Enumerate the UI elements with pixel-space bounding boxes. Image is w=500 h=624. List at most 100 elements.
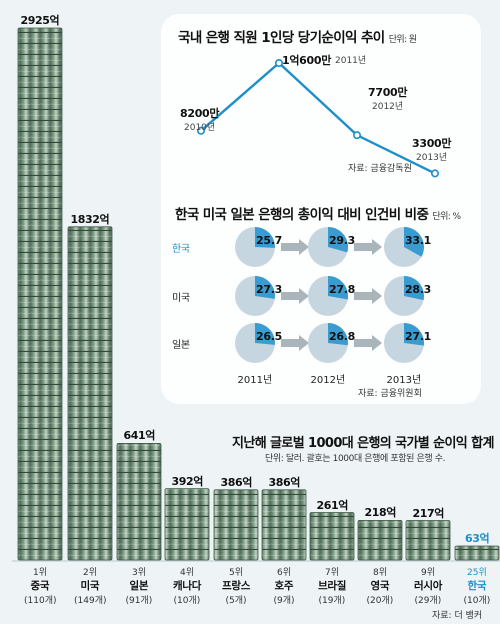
bar-한국 <box>454 545 500 561</box>
bar-rank-label: 6위 <box>277 568 292 578</box>
bar-rank-label: 1위 <box>33 568 48 578</box>
pie-row-label: 일본 <box>172 340 190 351</box>
bar-stack <box>68 226 112 560</box>
pie-value-label: 26.5 <box>256 330 282 343</box>
line-value-label: 1억600만 <box>282 54 332 67</box>
bar-stack <box>455 546 499 560</box>
bar-category-label: 한국 <box>467 580 487 592</box>
line-point <box>274 58 283 67</box>
pie-한국-2011년 <box>235 227 275 267</box>
bar-rank-label: 2위 <box>83 568 98 578</box>
line-year-label: 2012년 <box>372 102 404 112</box>
pie-value-label: 33.1 <box>405 234 431 247</box>
bar-count-label: (110개) <box>24 596 57 606</box>
bar-브라질 <box>309 512 355 561</box>
bar-value-label: 386억 <box>268 475 301 489</box>
bar-outline <box>357 519 403 561</box>
pie-slice <box>404 323 424 346</box>
bar-중국 <box>17 27 63 561</box>
bar-value-label: 386억 <box>220 475 253 489</box>
bar-value-label: 217억 <box>412 506 445 520</box>
pie-year-label: 2012년 <box>310 375 346 386</box>
bar-stack <box>18 28 62 560</box>
pie-arrow <box>354 335 382 351</box>
bar-프랑스 <box>213 489 259 561</box>
bar-count-label: (5개) <box>225 596 247 606</box>
pie-arrow <box>354 288 382 304</box>
pie-chart-source: 자료: 금융위원회 <box>358 389 422 399</box>
pie-일본-2012년 <box>308 323 348 363</box>
bar-stack <box>165 488 209 560</box>
bar-rank-label: 3위 <box>132 568 147 578</box>
bar-outline <box>309 512 355 561</box>
pie-arrow <box>281 335 309 351</box>
bar-rank-label: 8위 <box>373 568 388 578</box>
line-value-label: 7700만 <box>368 86 408 99</box>
bar-outline <box>213 489 259 561</box>
pie-row-label: 한국 <box>172 244 190 255</box>
bar-rank-label: 9위 <box>421 568 436 578</box>
pie-한국-2013년 <box>384 227 424 267</box>
line-series <box>200 61 436 175</box>
bar-미국 <box>67 226 113 561</box>
line-value-label: 8200만 <box>180 107 220 120</box>
bar-category-label: 브라질 <box>318 580 347 592</box>
bar-chart-source: 자료: 더 뱅커 <box>432 611 483 621</box>
bar-호주 <box>261 489 307 561</box>
pie-slice <box>255 276 276 299</box>
bar-category-label: 호주 <box>274 580 294 592</box>
bar-count-label: (91개) <box>125 596 153 606</box>
bar-value-label: 1832억 <box>70 212 110 226</box>
bar-캐나다 <box>164 488 210 561</box>
bar-count-label: (19개) <box>318 596 346 606</box>
line-point <box>197 126 206 135</box>
pie-value-label: 26.8 <box>329 330 355 343</box>
pie-year-label: 2013년 <box>386 375 422 386</box>
pie-value-label: 27.1 <box>405 330 431 343</box>
bar-value-label: 261억 <box>316 498 349 512</box>
pie-arrow <box>354 239 382 255</box>
pie-value-label: 28.3 <box>405 283 431 296</box>
bar-chart-unit: 단위: 달러. 괄호는 1000대 은행에 포함된 은행 수. <box>265 454 446 464</box>
bar-value-label: 63억 <box>465 532 490 545</box>
bar-category-label: 미국 <box>80 580 100 592</box>
line-chart-source: 자료: 금융감독원 <box>348 164 412 174</box>
bar-count-label: (9개) <box>273 596 295 606</box>
bar-러시아 <box>405 520 451 561</box>
pie-arrow <box>281 288 309 304</box>
pie-slice <box>328 276 348 300</box>
bar-value-label: 641억 <box>123 429 156 443</box>
pie-row-label: 미국 <box>172 293 190 304</box>
bar-stack <box>262 489 306 560</box>
bar-stack <box>406 520 450 560</box>
bar-category-label: 러시아 <box>414 580 443 592</box>
bar-category-label: 일본 <box>129 580 149 592</box>
pie-arrow <box>281 239 309 255</box>
line-point <box>430 169 439 178</box>
bar-category-label: 캐나다 <box>173 580 202 592</box>
pie-일본-2011년 <box>235 323 275 363</box>
pie-value-label: 25.7 <box>256 234 282 247</box>
pie-slice <box>255 227 275 248</box>
bar-count-label: (20개) <box>366 596 394 606</box>
bar-count-label: (10개) <box>173 596 201 606</box>
line-value-label: 3300만 <box>412 137 452 150</box>
bar-rank-label: 25위 <box>467 568 487 578</box>
bar-chart-title: 지난해 글로벌 1000대 은행의 국가별 순이익 합계 <box>232 436 494 451</box>
pie-일본-2013년 <box>384 323 424 363</box>
bar-stack <box>310 512 354 560</box>
bar-category-label: 중국 <box>30 580 50 592</box>
pie-slice <box>328 323 348 346</box>
pie-slice <box>255 323 275 345</box>
bar-value-label: 2925억 <box>20 14 60 27</box>
bar-value-label: 392억 <box>171 474 204 488</box>
pie-미국-2013년 <box>384 276 424 316</box>
pie-slice <box>328 226 349 253</box>
bar-stack <box>117 443 161 560</box>
bar-outline <box>454 545 500 561</box>
pie-한국-2012년 <box>308 226 349 267</box>
bar-category-label: 영국 <box>370 580 390 592</box>
bar-value-label: 218억 <box>364 506 397 520</box>
pie-chart-title: 한국 미국 일본 은행의 총이익 대비 인건비 비중 단위: % <box>175 207 461 223</box>
